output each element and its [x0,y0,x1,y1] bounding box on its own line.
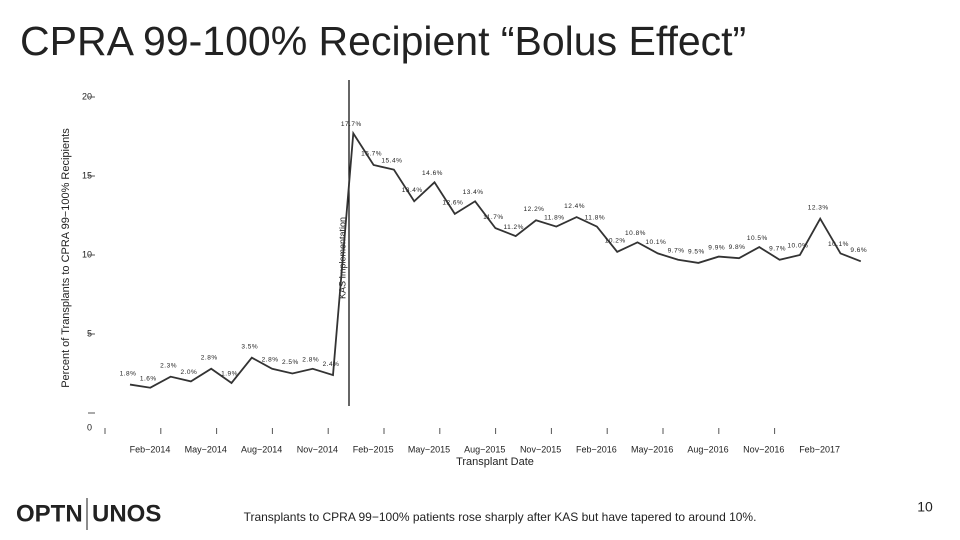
x-tick-label: May−2016 [631,444,673,454]
x-tick-label: Aug−2015 [464,444,505,454]
value-label: 2.8% [262,356,279,363]
x-tick-label: May−2014 [185,444,227,454]
x-tick-label: Feb−2017 [799,444,840,454]
logo-optn: OPTN [16,500,83,527]
value-label: 10.2% [605,238,626,245]
x-axis-title: Transplant Date [456,456,534,468]
value-label: 11.8% [585,214,605,221]
x-tick-label: May−2015 [408,444,450,454]
value-label: 2.0% [180,369,197,376]
x-tick-label: Feb−2014 [130,444,171,454]
value-label: 9.7% [668,247,685,254]
value-label: 10.8% [625,230,646,237]
value-label: 11.8% [544,214,564,221]
x-tick-label: Aug−2014 [241,444,282,454]
value-label: 1.6% [140,375,157,382]
value-label: 10.1% [828,241,849,248]
value-label: 1.9% [221,371,238,378]
value-label: 11.2% [503,224,523,231]
x-tick-label: Feb−2016 [576,444,617,454]
value-label: 12.3% [808,204,829,211]
y-tick-label: 0 [87,422,92,432]
value-label: 9.8% [729,244,746,251]
value-label: 13.4% [402,187,423,194]
value-label: 2.3% [160,362,177,369]
value-label: 15.4% [381,157,402,164]
value-label: 11.7% [483,214,503,221]
value-label: 2.8% [201,354,218,361]
x-tick-label: Nov−2015 [520,444,561,454]
value-label: 10.1% [645,239,666,246]
value-label: 14.6% [422,170,443,177]
value-label: 9.9% [708,244,725,251]
value-label: 2.5% [282,359,299,366]
x-tick-label: Aug−2016 [687,444,728,454]
value-label: 10.5% [747,235,768,242]
chart-title: CPRA 99-100% Recipient “Bolus Effect” [20,18,746,64]
value-label: 9.5% [688,249,705,256]
caption: Transplants to CPRA 99−100% patients ros… [244,510,757,524]
x-tick-label: Nov−2014 [297,444,338,454]
value-label: 1.8% [120,370,137,377]
x-tick-label: Feb−2015 [353,444,394,454]
y-axis-title: Percent of Transplants to CPRA 99−100% R… [60,128,72,388]
value-label: 9.6% [850,247,867,254]
value-label: 2.4% [323,361,340,368]
y-tick-label: 10 [82,249,92,259]
value-label: 2.8% [302,356,319,363]
logo-unos: UNOS [92,500,161,527]
value-label: 12.2% [524,206,545,213]
y-tick-label: 20 [82,91,92,101]
value-label: 10.0% [787,243,808,250]
value-label: 13.4% [463,189,484,196]
value-label: 17.7% [341,121,362,128]
page-number: 10 [917,499,933,515]
x-tick-label: Nov−2016 [743,444,784,454]
value-label: 3.5% [241,343,258,350]
value-label: 12.6% [442,200,463,207]
y-tick-label: 15 [82,170,92,180]
y-tick-label: 5 [87,328,92,338]
value-label: 15.7% [361,151,382,158]
value-label: 9.7% [769,245,786,252]
data-line [129,130,862,389]
value-label: 12.4% [564,203,585,210]
